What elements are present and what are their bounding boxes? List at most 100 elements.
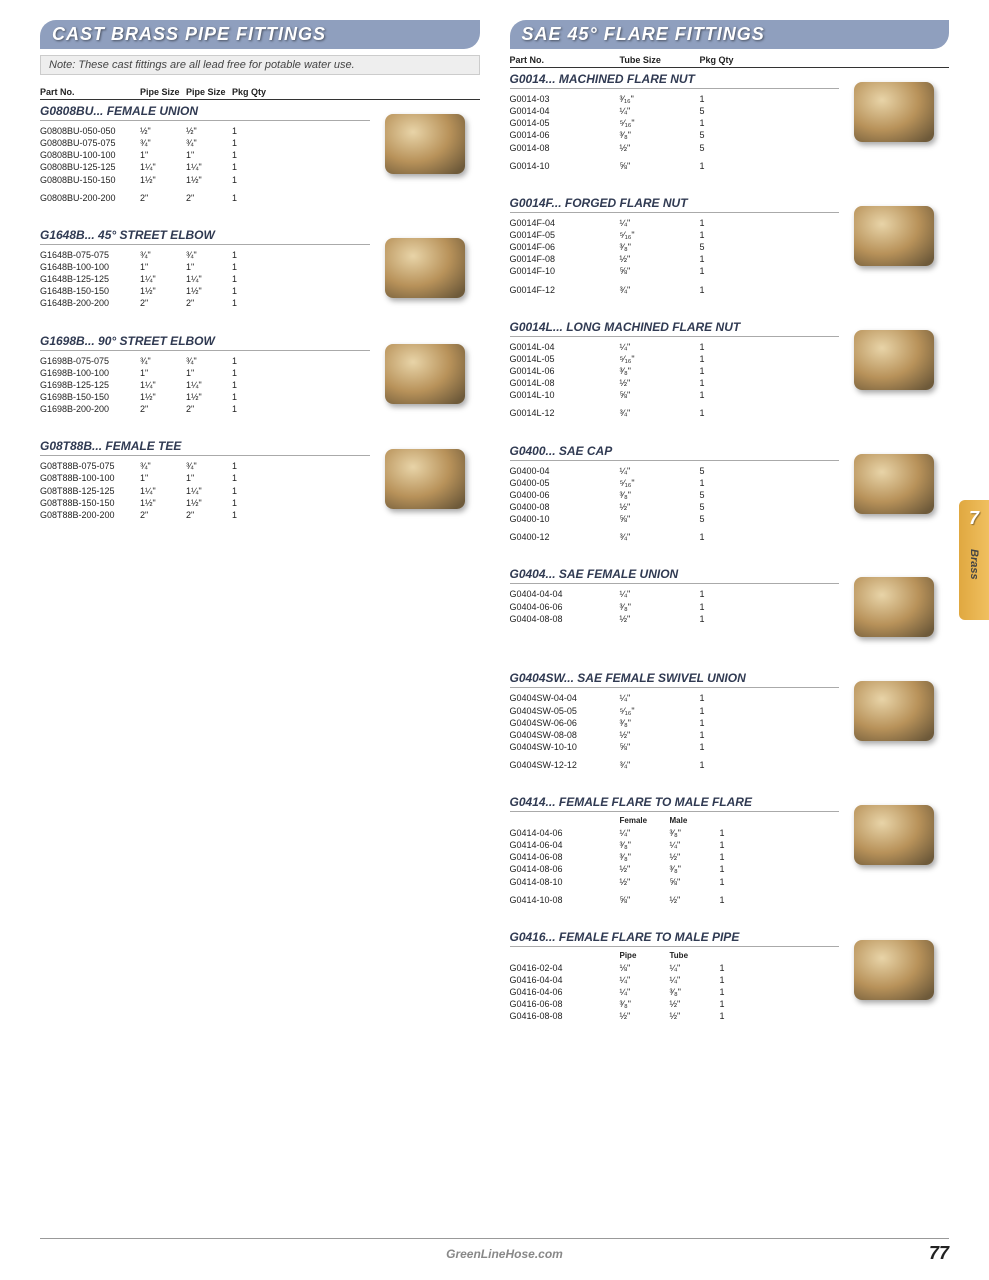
cell: G0014-05 <box>510 117 620 129</box>
group-name: G08T88B... FEMALE TEE <box>40 439 370 456</box>
product-group: G0416... FEMALE FLARE TO MALE PIPE PipeTu… <box>510 930 950 1023</box>
table-row: G1698B-125-1251¼"1¼"1 <box>40 379 370 391</box>
cell: 1¼" <box>186 161 232 173</box>
table-row: G0404SW-08-08½"1 <box>510 729 840 741</box>
product-image <box>370 228 480 308</box>
cell: ³⁄₈" <box>620 851 670 863</box>
cell: 1 <box>232 285 272 297</box>
cell: G0404SW-10-10 <box>510 741 620 753</box>
table-row: G0416-02-04⅛"¼"1 <box>510 962 840 974</box>
cell: ¼" <box>620 974 670 986</box>
cell: 1 <box>232 367 272 379</box>
table-row: G0414-10-08⅝"½"1 <box>510 894 840 906</box>
cell: 1½" <box>186 285 232 297</box>
cell: 1 <box>700 407 750 419</box>
group-name: G0416... FEMALE FLARE TO MALE PIPE <box>510 930 840 947</box>
sub-header: FemaleMale <box>510 816 840 827</box>
product-group: G0404... SAE FEMALE UNIONG0404-04-04¼"1G… <box>510 567 950 647</box>
cell: 1 <box>720 839 770 851</box>
cell: 5 <box>700 465 750 477</box>
table-row: G0014L-08½"1 <box>510 377 840 389</box>
cell: G0014L-05 <box>510 353 620 365</box>
cell: 1 <box>700 229 750 241</box>
cell: ½" <box>670 1010 720 1022</box>
footer-site: GreenLineHose.com <box>80 1247 929 1261</box>
cell: ½" <box>670 851 720 863</box>
col-tube-size: Tube Size <box>620 55 700 65</box>
table-row: G0014F-04¼"1 <box>510 217 840 229</box>
cell: ¾" <box>140 460 186 472</box>
cell: G0808BU-075-075 <box>40 137 140 149</box>
cell: 2" <box>186 192 232 204</box>
cell: G0014-10 <box>510 160 620 172</box>
product-group: G0404SW... SAE FEMALE SWIVEL UNIONG0404S… <box>510 671 950 771</box>
table-row: G08T88B-075-075¾"¾"1 <box>40 460 370 472</box>
cell: ¼" <box>620 341 700 353</box>
table-row: G0014-06³⁄₈"5 <box>510 129 840 141</box>
cell: G0416-04-06 <box>510 986 620 998</box>
cell: G0404-06-06 <box>510 601 620 613</box>
cell: G1648B-125-125 <box>40 273 140 285</box>
table-row: G1648B-100-1001"1"1 <box>40 261 370 273</box>
table-row: G08T88B-200-2002"2"1 <box>40 509 370 521</box>
table-row: G0400-08½"5 <box>510 501 840 513</box>
col-pkg-qty: Pkg Qty <box>232 87 272 97</box>
cell: ½" <box>186 125 232 137</box>
product-image <box>839 444 949 524</box>
left-column: CAST BRASS PIPE FITTINGS Note: These cas… <box>40 20 480 1046</box>
cell: 1 <box>700 692 750 704</box>
cell: 1 <box>700 117 750 129</box>
table-row: G0014F-10⅝"1 <box>510 265 840 277</box>
cell: 1 <box>700 588 750 600</box>
cell: 1¼" <box>140 161 186 173</box>
cell: 2" <box>186 297 232 309</box>
table-row: G0400-05⁵⁄₁₆"1 <box>510 477 840 489</box>
cell: ½" <box>620 876 670 888</box>
cell: G0014-08 <box>510 142 620 154</box>
table-row: G0400-10⅝"5 <box>510 513 840 525</box>
cell: ½" <box>670 894 720 906</box>
cell: 1 <box>700 365 750 377</box>
cell: ³⁄₈" <box>620 129 700 141</box>
cell: 1 <box>720 986 770 998</box>
cell: ³⁄₈" <box>620 365 700 377</box>
cell: G0414-10-08 <box>510 894 620 906</box>
note-bar: Note: These cast fittings are all lead f… <box>40 55 480 75</box>
cell: G0400-12 <box>510 531 620 543</box>
cell: 1 <box>232 174 272 186</box>
table-row: G0808BU-200-2002"2"1 <box>40 192 370 204</box>
cell: 1 <box>232 273 272 285</box>
table-row: G0414-04-06¼"³⁄₈"1 <box>510 827 840 839</box>
table-row: G0808BU-150-1501½"1½"1 <box>40 174 370 186</box>
product-image <box>370 439 480 519</box>
cell: 1 <box>700 253 750 265</box>
cell: ¼" <box>620 105 700 117</box>
cell: 1 <box>700 741 750 753</box>
cell: ½" <box>620 501 700 513</box>
cell: ⅝" <box>620 265 700 277</box>
cell: 1 <box>232 355 272 367</box>
product-group: G0014... MACHINED FLARE NUTG0014-03³⁄₁₆"… <box>510 72 950 172</box>
cell: ¼" <box>620 692 700 704</box>
cell: 1¼" <box>140 379 186 391</box>
cell: G0400-05 <box>510 477 620 489</box>
cell: 1¼" <box>186 379 232 391</box>
group-name: G0014F... FORGED FLARE NUT <box>510 196 840 213</box>
table-row: G1698B-200-2002"2"1 <box>40 403 370 415</box>
cell: ⁵⁄₁₆" <box>620 353 700 365</box>
cell: 1 <box>700 531 750 543</box>
cell: 1 <box>232 509 272 521</box>
cell: ½" <box>620 863 670 875</box>
cell: 1 <box>720 876 770 888</box>
cell: G0400-08 <box>510 501 620 513</box>
table-row: G08T88B-125-1251¼"1¼"1 <box>40 485 370 497</box>
table-row: G0400-04¼"5 <box>510 465 840 477</box>
sub-header: PipeTube <box>510 951 840 962</box>
table-row: G0404SW-05-05⁵⁄₁₆"1 <box>510 705 840 717</box>
brass-fitting-icon <box>385 114 465 174</box>
cell: G0414-06-08 <box>510 851 620 863</box>
cell: ⁵⁄₁₆" <box>620 477 700 489</box>
cell: 5 <box>700 513 750 525</box>
brass-fitting-icon <box>854 681 934 741</box>
cell: 1" <box>186 149 232 161</box>
